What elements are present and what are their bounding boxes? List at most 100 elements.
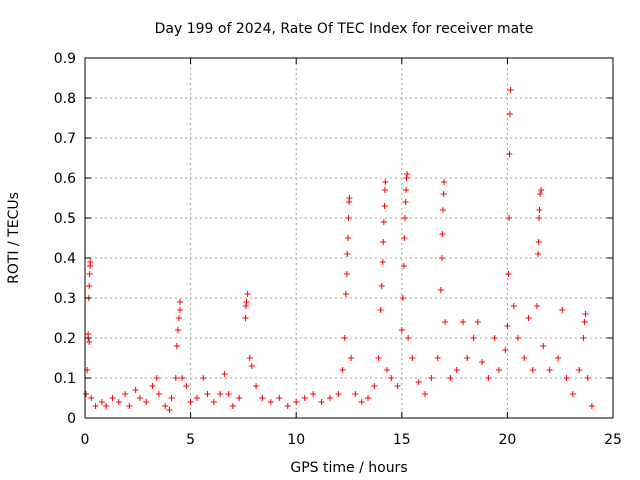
data-point xyxy=(348,355,355,361)
data-point xyxy=(217,391,224,397)
data-point xyxy=(318,399,325,405)
data-point xyxy=(536,215,543,221)
data-point xyxy=(535,239,542,245)
data-point xyxy=(88,395,95,401)
data-point xyxy=(525,315,532,321)
data-point xyxy=(162,403,169,409)
data-point xyxy=(440,191,447,197)
data-point xyxy=(86,271,93,277)
data-point xyxy=(267,399,274,405)
data-point xyxy=(399,295,406,301)
data-point xyxy=(87,259,94,265)
data-point xyxy=(177,299,184,305)
x-tick-label: 20 xyxy=(498,432,516,448)
data-point xyxy=(179,375,186,381)
data-point xyxy=(335,391,342,397)
data-point xyxy=(343,271,350,277)
data-point xyxy=(474,319,481,325)
data-point xyxy=(221,371,228,377)
data-point xyxy=(153,375,160,381)
data-points xyxy=(83,87,595,413)
x-tick-label: 25 xyxy=(604,432,622,448)
data-point xyxy=(175,315,182,321)
data-point xyxy=(479,359,486,365)
data-point xyxy=(276,395,283,401)
data-point xyxy=(521,355,528,361)
data-point xyxy=(504,323,511,329)
data-point xyxy=(437,287,444,293)
data-point xyxy=(352,391,359,397)
y-tick-label: 0.5 xyxy=(54,211,76,227)
data-point xyxy=(538,187,545,193)
data-point xyxy=(409,355,416,361)
data-point xyxy=(582,311,589,317)
data-point xyxy=(384,367,391,373)
data-point xyxy=(404,171,411,177)
x-tick-label: 0 xyxy=(81,432,90,448)
data-point xyxy=(535,251,542,257)
data-point xyxy=(507,87,514,93)
x-tick-label: 10 xyxy=(287,432,305,448)
data-point xyxy=(533,303,540,309)
data-point xyxy=(200,375,207,381)
data-point xyxy=(284,403,291,409)
data-point xyxy=(506,215,513,221)
data-point xyxy=(115,399,122,405)
data-point xyxy=(346,195,353,201)
data-point xyxy=(400,263,407,269)
y-tick-label: 0.7 xyxy=(54,131,76,147)
x-tick-label: 15 xyxy=(393,432,411,448)
data-point xyxy=(155,391,162,397)
data-point xyxy=(345,215,352,221)
data-point xyxy=(236,395,243,401)
data-point xyxy=(380,219,387,225)
data-point xyxy=(580,335,587,341)
data-point xyxy=(344,235,351,241)
data-point xyxy=(173,343,180,349)
data-point xyxy=(584,375,591,381)
data-point xyxy=(422,391,429,397)
data-point xyxy=(382,179,389,185)
data-point xyxy=(342,291,349,297)
data-point xyxy=(243,299,250,305)
y-tick-label: 0.9 xyxy=(54,51,76,67)
data-point xyxy=(358,399,365,405)
data-point xyxy=(588,403,595,409)
y-tick-label: 0.6 xyxy=(54,171,76,187)
x-axis-ticks: 0 5 10 15 20 25 xyxy=(81,58,622,448)
data-point xyxy=(246,355,253,361)
data-point xyxy=(460,319,467,325)
data-point xyxy=(540,343,547,349)
data-point xyxy=(172,375,179,381)
data-point xyxy=(441,179,448,185)
data-point xyxy=(253,383,260,389)
data-point xyxy=(248,363,255,369)
grid-lines xyxy=(85,58,613,418)
data-point xyxy=(344,251,351,257)
data-point xyxy=(168,395,175,401)
data-point xyxy=(485,375,492,381)
data-point xyxy=(242,315,249,321)
data-point xyxy=(301,395,308,401)
data-point xyxy=(401,235,408,241)
data-point xyxy=(398,327,405,333)
data-point xyxy=(506,151,513,157)
data-point xyxy=(126,403,133,409)
data-point xyxy=(174,327,181,333)
data-point xyxy=(326,395,333,401)
data-point xyxy=(506,111,513,117)
data-point xyxy=(546,367,553,373)
y-tick-label: 0.4 xyxy=(54,251,76,267)
data-point xyxy=(428,375,435,381)
data-point xyxy=(109,395,116,401)
chart-title: Day 199 of 2024, Rate Of TEC Index for r… xyxy=(155,21,534,37)
data-point xyxy=(380,239,387,245)
y-tick-label: 0.8 xyxy=(54,91,76,107)
data-point xyxy=(569,391,576,397)
data-point xyxy=(394,383,401,389)
data-point xyxy=(122,391,129,397)
data-point xyxy=(495,367,502,373)
data-point xyxy=(204,391,211,397)
data-point xyxy=(388,375,395,381)
